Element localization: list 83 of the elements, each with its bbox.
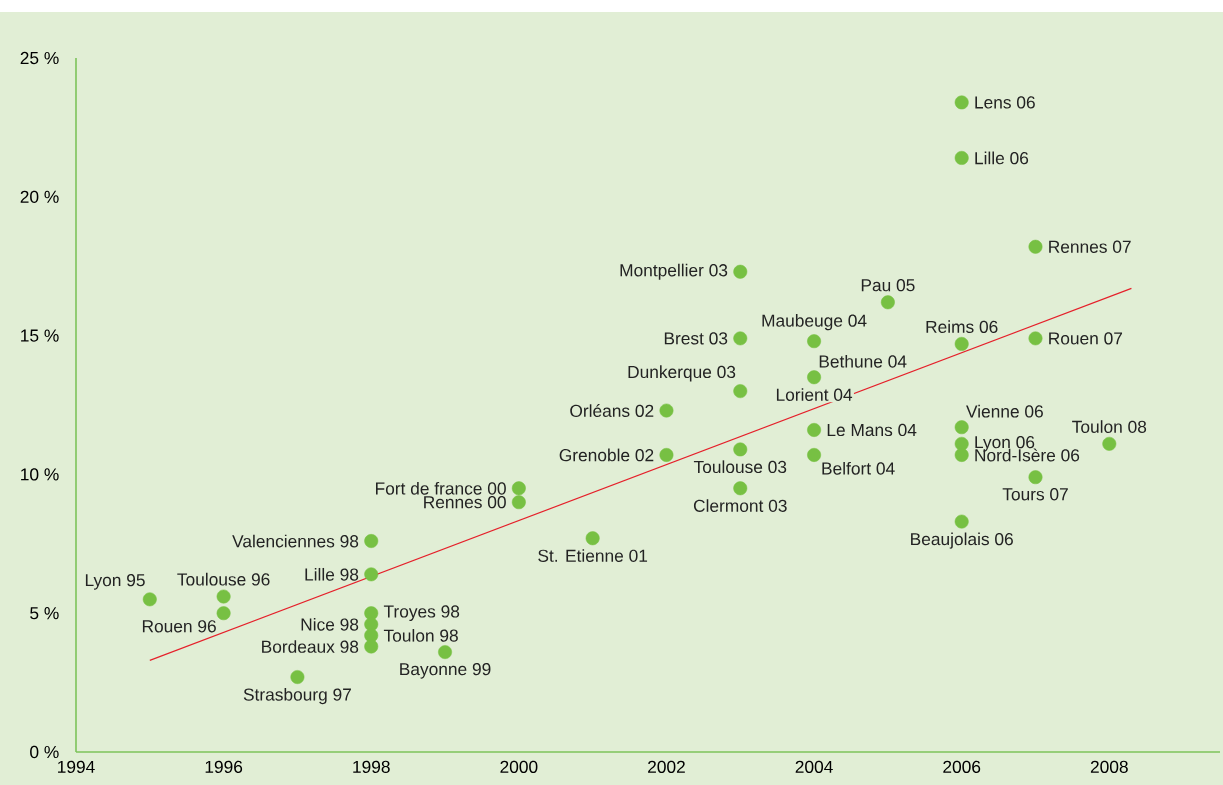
annotation: Vienne 06 xyxy=(966,404,1043,418)
point xyxy=(807,370,822,385)
annotation: Grenoble 02 xyxy=(559,448,654,462)
point xyxy=(954,514,969,529)
point xyxy=(807,334,822,349)
point xyxy=(954,336,969,351)
annotation: Troyes 98 xyxy=(383,605,460,622)
annotation: Montpellier 03 xyxy=(620,263,728,280)
x-tick-label: 1996 xyxy=(205,760,243,773)
annotation: Rennes 07 xyxy=(1049,240,1131,253)
x-tick-label: 2006 xyxy=(943,760,981,773)
point xyxy=(364,534,379,548)
annotation: Valenciennes 98 xyxy=(232,534,359,548)
point xyxy=(438,645,452,659)
annotation: Nice 98 xyxy=(301,617,359,631)
annotation: Beaujolais 06 xyxy=(911,532,1013,549)
point xyxy=(733,481,748,496)
point xyxy=(733,384,748,399)
point xyxy=(880,295,895,310)
annotation: Maubeuge 04 xyxy=(762,314,867,331)
point xyxy=(511,495,526,510)
annotation: Bordeaux 98 xyxy=(262,640,359,653)
point xyxy=(364,567,379,582)
annotation: Pau 05 xyxy=(861,279,915,292)
y-tick-label: 25 % xyxy=(20,51,59,65)
annotation: Bethune 04 xyxy=(819,354,907,368)
annotation: Strasbourg 97 xyxy=(243,687,351,705)
annotation: Clermont 03 xyxy=(693,499,787,512)
x-tick-label: 1994 xyxy=(58,760,95,773)
x-tick-label: 2002 xyxy=(648,760,685,773)
annotation: Lyon 95 xyxy=(85,574,145,590)
point xyxy=(290,670,305,684)
y-tick-label: 10 % xyxy=(21,468,59,481)
annotation: Brest 03 xyxy=(664,332,728,345)
y-tick-label: 5 % xyxy=(30,607,59,620)
point xyxy=(1028,239,1043,254)
y-tick-label: 0 % xyxy=(30,745,59,759)
y-tick-label: 20 % xyxy=(20,190,59,203)
annotation: Bayonne 99 xyxy=(400,662,491,679)
point xyxy=(1028,331,1043,346)
point xyxy=(659,403,674,418)
point xyxy=(954,420,969,435)
point xyxy=(807,448,822,462)
point xyxy=(364,639,379,654)
point xyxy=(216,589,231,604)
annotation: Rennes 00 xyxy=(424,496,506,509)
point xyxy=(142,592,157,607)
annotation: Orléans 02 xyxy=(570,404,654,418)
point xyxy=(807,423,822,437)
point xyxy=(733,442,748,457)
annotation: Rouen 07 xyxy=(1049,332,1123,345)
annotation: Rouen 96 xyxy=(142,620,216,633)
point xyxy=(659,448,674,462)
x-tick-label: 2000 xyxy=(500,760,538,773)
x-tick-label: 1998 xyxy=(353,760,390,773)
x-tick-label: 2004 xyxy=(795,760,833,773)
annotation: Toulouse 03 xyxy=(693,460,787,474)
annotation: Dunkerque 03 xyxy=(628,365,736,382)
annotation: Toulouse 96 xyxy=(177,572,270,586)
y-tick-label: 15 % xyxy=(21,329,59,342)
point xyxy=(733,331,748,346)
annotation: Fort de france 00 xyxy=(376,481,506,495)
annotation: St. Etienne 01 xyxy=(538,549,648,562)
annotation: Toulon 98 xyxy=(383,629,458,642)
point xyxy=(733,264,748,279)
point xyxy=(954,151,969,165)
point xyxy=(954,95,969,110)
annotation: Toulon 08 xyxy=(1072,420,1147,433)
annotation: Reims 06 xyxy=(926,320,998,333)
point xyxy=(1028,470,1043,485)
annotation: Lorient 04 xyxy=(776,388,853,401)
annotation: Lille 06 xyxy=(975,151,1029,165)
annotation: Belfort 04 xyxy=(822,461,895,475)
point xyxy=(1102,436,1117,451)
point xyxy=(585,531,600,546)
point xyxy=(954,448,969,462)
point xyxy=(511,481,526,496)
annotation: Tours 07 xyxy=(1002,488,1068,501)
x-tick-label: 2008 xyxy=(1090,760,1128,773)
point xyxy=(216,606,231,621)
annotation: Lens 06 xyxy=(975,96,1035,109)
annotation: Le Mans 04 xyxy=(827,423,917,437)
annotation: Lille 98 xyxy=(305,567,359,581)
